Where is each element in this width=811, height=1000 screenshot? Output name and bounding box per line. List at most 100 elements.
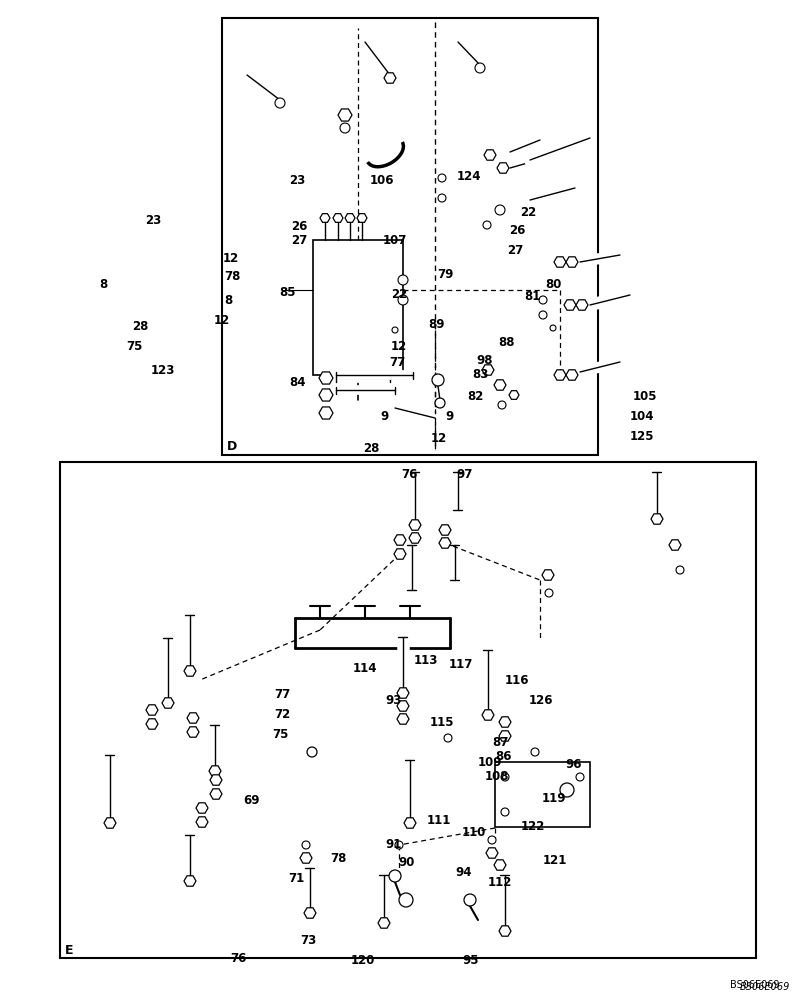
Polygon shape [650,514,663,524]
Polygon shape [493,860,505,870]
Text: 28: 28 [132,320,148,334]
Circle shape [435,398,444,408]
Text: 8: 8 [224,294,232,306]
Polygon shape [393,549,406,559]
Circle shape [676,566,683,574]
Circle shape [539,296,547,304]
Circle shape [539,311,547,319]
Polygon shape [439,525,450,535]
Text: 80: 80 [544,277,560,290]
Text: 123: 123 [151,364,175,377]
Text: 86: 86 [495,750,511,762]
Text: 72: 72 [274,708,290,720]
Text: 73: 73 [300,934,316,946]
Polygon shape [184,666,195,676]
Polygon shape [357,214,367,222]
Circle shape [388,870,401,882]
Circle shape [394,841,402,849]
Text: 121: 121 [542,854,566,866]
Circle shape [474,63,484,73]
Text: 104: 104 [629,410,654,422]
Polygon shape [195,803,208,813]
Text: 122: 122 [520,820,544,832]
Bar [60,462,755,958]
Circle shape [487,836,496,844]
Polygon shape [496,163,508,173]
Polygon shape [483,150,496,160]
Polygon shape [319,372,333,384]
Polygon shape [320,214,329,222]
Circle shape [483,221,491,229]
Polygon shape [345,214,354,222]
Text: 107: 107 [382,234,406,247]
Text: 76: 76 [230,952,247,964]
Circle shape [530,748,539,756]
Polygon shape [187,727,199,737]
Polygon shape [499,926,510,936]
Text: 106: 106 [369,174,393,186]
Polygon shape [668,540,680,550]
Polygon shape [104,818,116,828]
Text: 12: 12 [213,314,230,328]
Text: 120: 120 [350,954,375,966]
Text: 88: 88 [498,336,514,349]
Text: 78: 78 [224,270,240,284]
Text: 89: 89 [427,318,444,332]
Text: 108: 108 [484,770,508,782]
Text: 75: 75 [272,728,288,740]
Polygon shape [499,731,510,741]
Polygon shape [499,717,510,727]
Text: D: D [227,440,237,454]
Text: 71: 71 [288,871,304,884]
Circle shape [307,747,316,757]
Polygon shape [187,713,199,723]
Circle shape [437,174,445,182]
Text: 94: 94 [455,865,471,879]
Text: 85: 85 [279,286,295,298]
Circle shape [544,589,552,597]
Polygon shape [393,535,406,545]
Text: 97: 97 [456,468,472,481]
Text: 75: 75 [126,340,142,354]
Polygon shape [508,391,518,399]
Text: 78: 78 [330,852,346,864]
Bar [221,18,597,455]
Polygon shape [210,775,221,785]
Text: 98: 98 [476,355,492,367]
Text: 12: 12 [390,340,406,353]
Text: 125: 125 [629,430,654,444]
Text: 126: 126 [528,694,552,706]
Text: 111: 111 [427,814,451,828]
Polygon shape [409,520,420,530]
Text: 91: 91 [385,838,401,852]
Polygon shape [299,853,311,863]
Text: 22: 22 [391,288,407,300]
Polygon shape [303,908,315,918]
Text: 26: 26 [508,225,525,237]
Circle shape [392,327,397,333]
Polygon shape [404,818,415,828]
Text: 9: 9 [380,410,388,422]
Text: BS06E069: BS06E069 [730,980,779,990]
Text: 22: 22 [520,207,536,220]
Text: 9: 9 [444,410,453,422]
Circle shape [497,401,505,409]
Text: 93: 93 [384,694,401,706]
Text: 82: 82 [467,389,483,402]
Text: 95: 95 [462,954,478,966]
Circle shape [463,894,475,906]
Text: 28: 28 [363,442,379,456]
Text: 90: 90 [397,856,414,868]
Polygon shape [482,365,493,375]
Text: 87: 87 [491,736,508,750]
Polygon shape [409,533,420,543]
Polygon shape [397,714,409,724]
Circle shape [397,295,407,305]
Polygon shape [439,538,450,548]
Text: 84: 84 [289,376,305,389]
Text: 116: 116 [504,674,528,688]
Text: 96: 96 [564,758,581,770]
Text: 124: 124 [457,170,481,184]
Text: 112: 112 [487,876,511,890]
Circle shape [549,325,556,331]
